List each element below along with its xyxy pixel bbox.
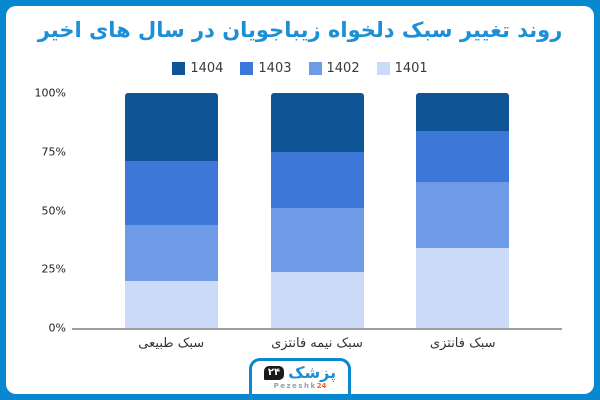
plot-area (72, 93, 562, 330)
logo-row: پزشک ۲۴ (263, 362, 337, 382)
legend-swatch-1402 (308, 62, 322, 75)
chart-legend: 1404 1403 1402 1401 (6, 61, 594, 76)
stacked-bar-2 (270, 93, 364, 328)
logo-brand-persian: پزشک (288, 362, 337, 382)
legend-swatch-1404 (172, 62, 186, 75)
brand-logo: پزشک ۲۴ Pezeshk24 (249, 358, 351, 394)
x-category-label: سبک فانتزی (429, 336, 496, 351)
y-tick-label: 100% (34, 86, 66, 100)
chart-card: روند تغییر سبک دلخواه زیباجویان در سال ه… (6, 6, 594, 394)
bar-segment-1401 (124, 281, 218, 328)
bar-segment-1404 (270, 93, 364, 152)
bar-segment-1402 (270, 208, 364, 272)
legend-label: 1403 (258, 61, 292, 76)
x-category-label: سبک طبیعی (138, 336, 205, 351)
y-tick-label: 75% (41, 145, 66, 159)
logo-badge-24: ۲۴ (263, 365, 285, 380)
x-axis-labels: سبک طبیعی سبک نیمه فانتزی سبک فانتزی (72, 336, 562, 351)
stacked-bar-3 (416, 93, 510, 328)
chart-title: روند تغییر سبک دلخواه زیباجویان در سال ه… (37, 18, 563, 42)
bar-segment-1403 (270, 151, 364, 209)
legend-swatch-1403 (240, 62, 254, 75)
y-tick-label: 50% (41, 204, 66, 217)
legend-label: 1404 (190, 61, 224, 76)
bar-segment-1403 (416, 130, 510, 183)
logo-brand-english: Pezeshk24 (274, 382, 327, 390)
bar-segment-1403 (124, 161, 218, 225)
y-tick-label: 0% (48, 321, 66, 335)
legend-item-1401: 1401 (376, 61, 428, 76)
logo-brand-english-number: 24 (316, 381, 327, 390)
legend-label: 1402 (326, 61, 360, 76)
legend-item-1404: 1404 (172, 61, 223, 76)
bar-segment-1402 (416, 182, 510, 249)
legend-item-1402: 1402 (308, 61, 360, 76)
bar-segment-1402 (124, 224, 218, 281)
bar-segment-1401 (416, 248, 510, 328)
y-axis: 100% 75% 50% 25% 0% (6, 87, 66, 335)
x-category-label: سبک نیمه فانتزی (271, 336, 363, 351)
legend-swatch-1401 (376, 62, 390, 75)
logo-brand-english-text: Pezeshk (273, 381, 317, 390)
stacked-bar-1 (124, 93, 218, 328)
bar-segment-1401 (270, 271, 364, 328)
y-tick-label: 25% (41, 262, 66, 276)
legend-item-1403: 1403 (240, 61, 292, 76)
legend-label: 1401 (394, 61, 428, 76)
bar-segment-1404 (124, 93, 218, 162)
bar-segment-1404 (416, 93, 510, 131)
